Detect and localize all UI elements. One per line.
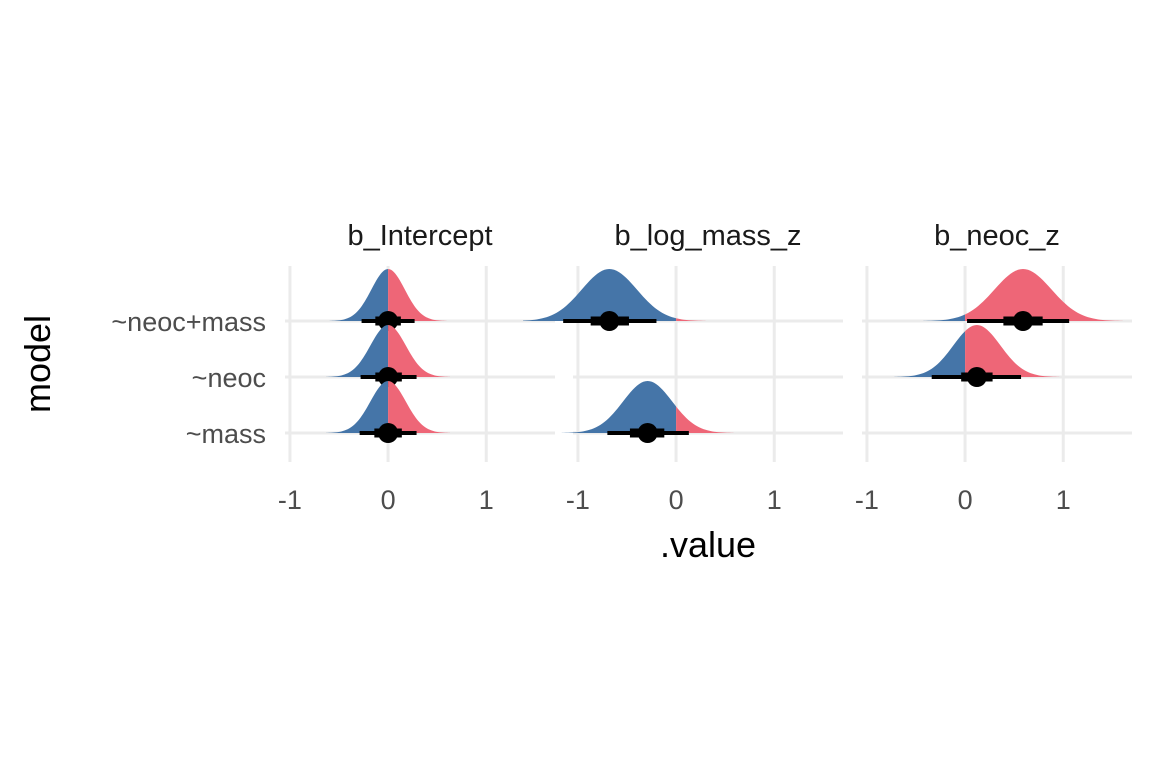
facet-b-intercept: b_Intercept -1 0 1 bbox=[278, 220, 555, 515]
density-above-zero bbox=[388, 381, 450, 433]
median-point bbox=[378, 367, 399, 387]
x-tick-label: -1 bbox=[566, 485, 590, 515]
density-above-zero bbox=[676, 406, 734, 433]
median-point bbox=[599, 311, 620, 331]
density-above-zero bbox=[965, 325, 1060, 377]
density-above-zero bbox=[965, 269, 1123, 321]
x-tick-label: 0 bbox=[958, 485, 973, 515]
x-tick-label: -1 bbox=[278, 485, 302, 515]
facet-title: b_log_mass_z bbox=[615, 220, 802, 252]
median-point bbox=[637, 423, 658, 443]
x-tick-label: 1 bbox=[1056, 485, 1071, 515]
median-point bbox=[378, 423, 399, 443]
y-tick-label-neoc-mass: ~neoc+mass bbox=[111, 307, 266, 337]
density-below-zero bbox=[326, 381, 389, 433]
facet-b-neoc-z: b_neoc_z -1 0 1 bbox=[855, 220, 1132, 515]
density-below-zero bbox=[523, 269, 677, 321]
density-below-zero bbox=[561, 381, 677, 433]
x-tick-label: 0 bbox=[669, 485, 684, 515]
facet-title: b_neoc_z bbox=[934, 220, 1060, 252]
facet-title: b_Intercept bbox=[347, 220, 492, 252]
median-point bbox=[966, 367, 987, 387]
median-point bbox=[378, 311, 399, 331]
density-below-zero bbox=[329, 269, 389, 321]
y-tick-label-mass: ~mass bbox=[186, 419, 266, 449]
density-below-zero bbox=[923, 314, 966, 321]
median-point bbox=[1013, 311, 1034, 331]
y-axis-title: model bbox=[17, 315, 58, 413]
density-below-zero bbox=[326, 325, 389, 377]
density-above-zero bbox=[676, 318, 706, 321]
x-tick-label: 1 bbox=[479, 485, 494, 515]
x-axis-title: .value bbox=[660, 524, 756, 565]
density-below-zero bbox=[894, 331, 966, 377]
x-tick-label: -1 bbox=[855, 485, 879, 515]
density-above-zero bbox=[388, 325, 450, 377]
y-tick-label-neoc: ~neoc bbox=[192, 363, 266, 393]
facet-b-log-mass-z: b_log_mass_z -1 0 1 bbox=[523, 220, 843, 515]
x-tick-label: 0 bbox=[381, 485, 396, 515]
density-above-zero bbox=[388, 269, 447, 321]
x-tick-label: 1 bbox=[767, 485, 782, 515]
